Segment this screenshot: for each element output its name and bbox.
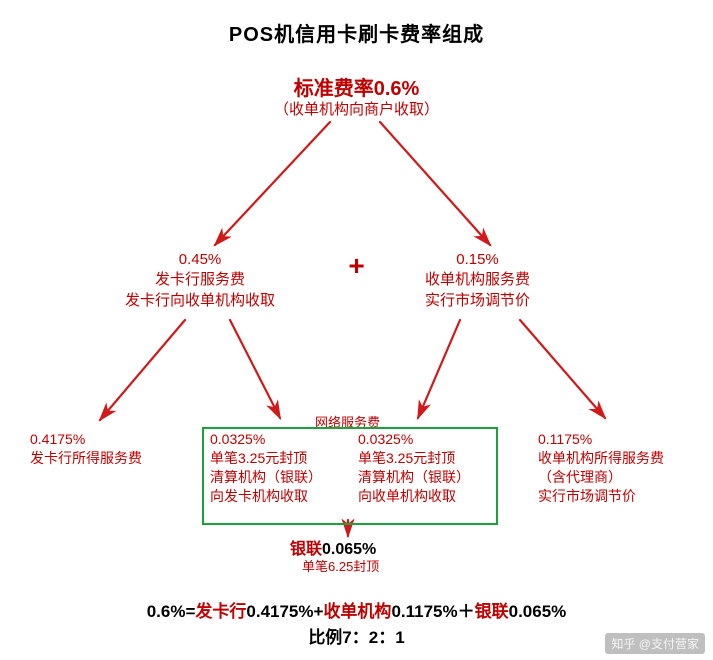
arrow bbox=[520, 320, 605, 418]
f1: 0.6%= bbox=[147, 602, 196, 621]
formula-line: 0.6%=发卡行0.4175%+收单机构0.1175%＋银联0.065% bbox=[147, 597, 567, 622]
f2: 发卡行 bbox=[195, 602, 246, 621]
mid-left-block: 0.45% 发卡行服务费 发卡行向收单机构收取 bbox=[125, 250, 275, 311]
leaf-d-l3: 实行市场调节价 bbox=[538, 487, 664, 506]
arrow bbox=[100, 320, 185, 420]
leaf-b-l3: 向发卡机构收取 bbox=[210, 487, 322, 506]
leaf-a-l1: 发卡行所得服务费 bbox=[30, 449, 142, 468]
mid-left-l2: 发卡行向收单机构收取 bbox=[125, 291, 275, 311]
leaf-c-l2: 清算机构（银联） bbox=[358, 468, 470, 487]
arrow bbox=[230, 320, 280, 418]
top-sub: （收单机构向商户收取） bbox=[274, 98, 439, 119]
f7: 0.065% bbox=[509, 602, 567, 621]
f4: 收单机构 bbox=[323, 602, 391, 621]
arrow bbox=[380, 122, 490, 245]
mid-right-l2: 实行市场调节价 bbox=[425, 291, 530, 311]
leaf-b-l1: 单笔3.25元封顶 bbox=[210, 449, 322, 468]
leaf-d-block: 0.1175% 收单机构所得服务费 （含代理商） 实行市场调节价 bbox=[538, 430, 664, 506]
mid-right-block: 0.15% 收单机构服务费 实行市场调节价 bbox=[425, 250, 530, 311]
arrow bbox=[418, 320, 460, 418]
leaf-c-l3: 向收单机构收取 bbox=[358, 487, 470, 506]
page-title: POS机信用卡刷卡费率组成 bbox=[229, 18, 484, 47]
f3: 0.4175%+ bbox=[246, 602, 323, 621]
leaf-b-rate: 0.0325% bbox=[210, 430, 322, 449]
top-rate: 标准费率0.6% bbox=[294, 72, 420, 101]
leaf-a-block: 0.4175% 发卡行所得服务费 bbox=[30, 430, 142, 468]
mid-right-rate: 0.15% bbox=[425, 250, 530, 270]
watermark: 知乎 @支付营家 bbox=[605, 633, 705, 654]
f6: 银联 bbox=[475, 602, 509, 621]
leaf-b-l2: 清算机构（银联） bbox=[210, 468, 322, 487]
mid-left-l1: 发卡行服务费 bbox=[125, 270, 275, 290]
leaf-b-block: 0.0325% 单笔3.25元封顶 清算机构（银联） 向发卡机构收取 bbox=[210, 430, 322, 506]
leaf-c-block: 0.0325% 单笔3.25元封顶 清算机构（银联） 向收单机构收取 bbox=[358, 430, 470, 506]
plus-symbol: + bbox=[348, 250, 364, 282]
f5: 0.1175%＋ bbox=[391, 602, 474, 621]
leaf-a-rate: 0.4175% bbox=[30, 430, 142, 449]
mid-left-rate: 0.45% bbox=[125, 250, 275, 270]
ratio-line: 比例7：2：1 bbox=[308, 623, 404, 648]
arrow bbox=[215, 122, 330, 245]
leaf-d-rate: 0.1175% bbox=[538, 430, 664, 449]
leaf-d-l2: （含代理商） bbox=[538, 468, 664, 487]
leaf-c-rate: 0.0325% bbox=[358, 430, 470, 449]
leaf-d-l1: 收单机构所得服务费 bbox=[538, 449, 664, 468]
mid-right-l1: 收单机构服务费 bbox=[425, 270, 530, 290]
leaf-c-l1: 单笔3.25元封顶 bbox=[358, 449, 470, 468]
union-sub: 单笔6.25封顶 bbox=[302, 556, 379, 575]
